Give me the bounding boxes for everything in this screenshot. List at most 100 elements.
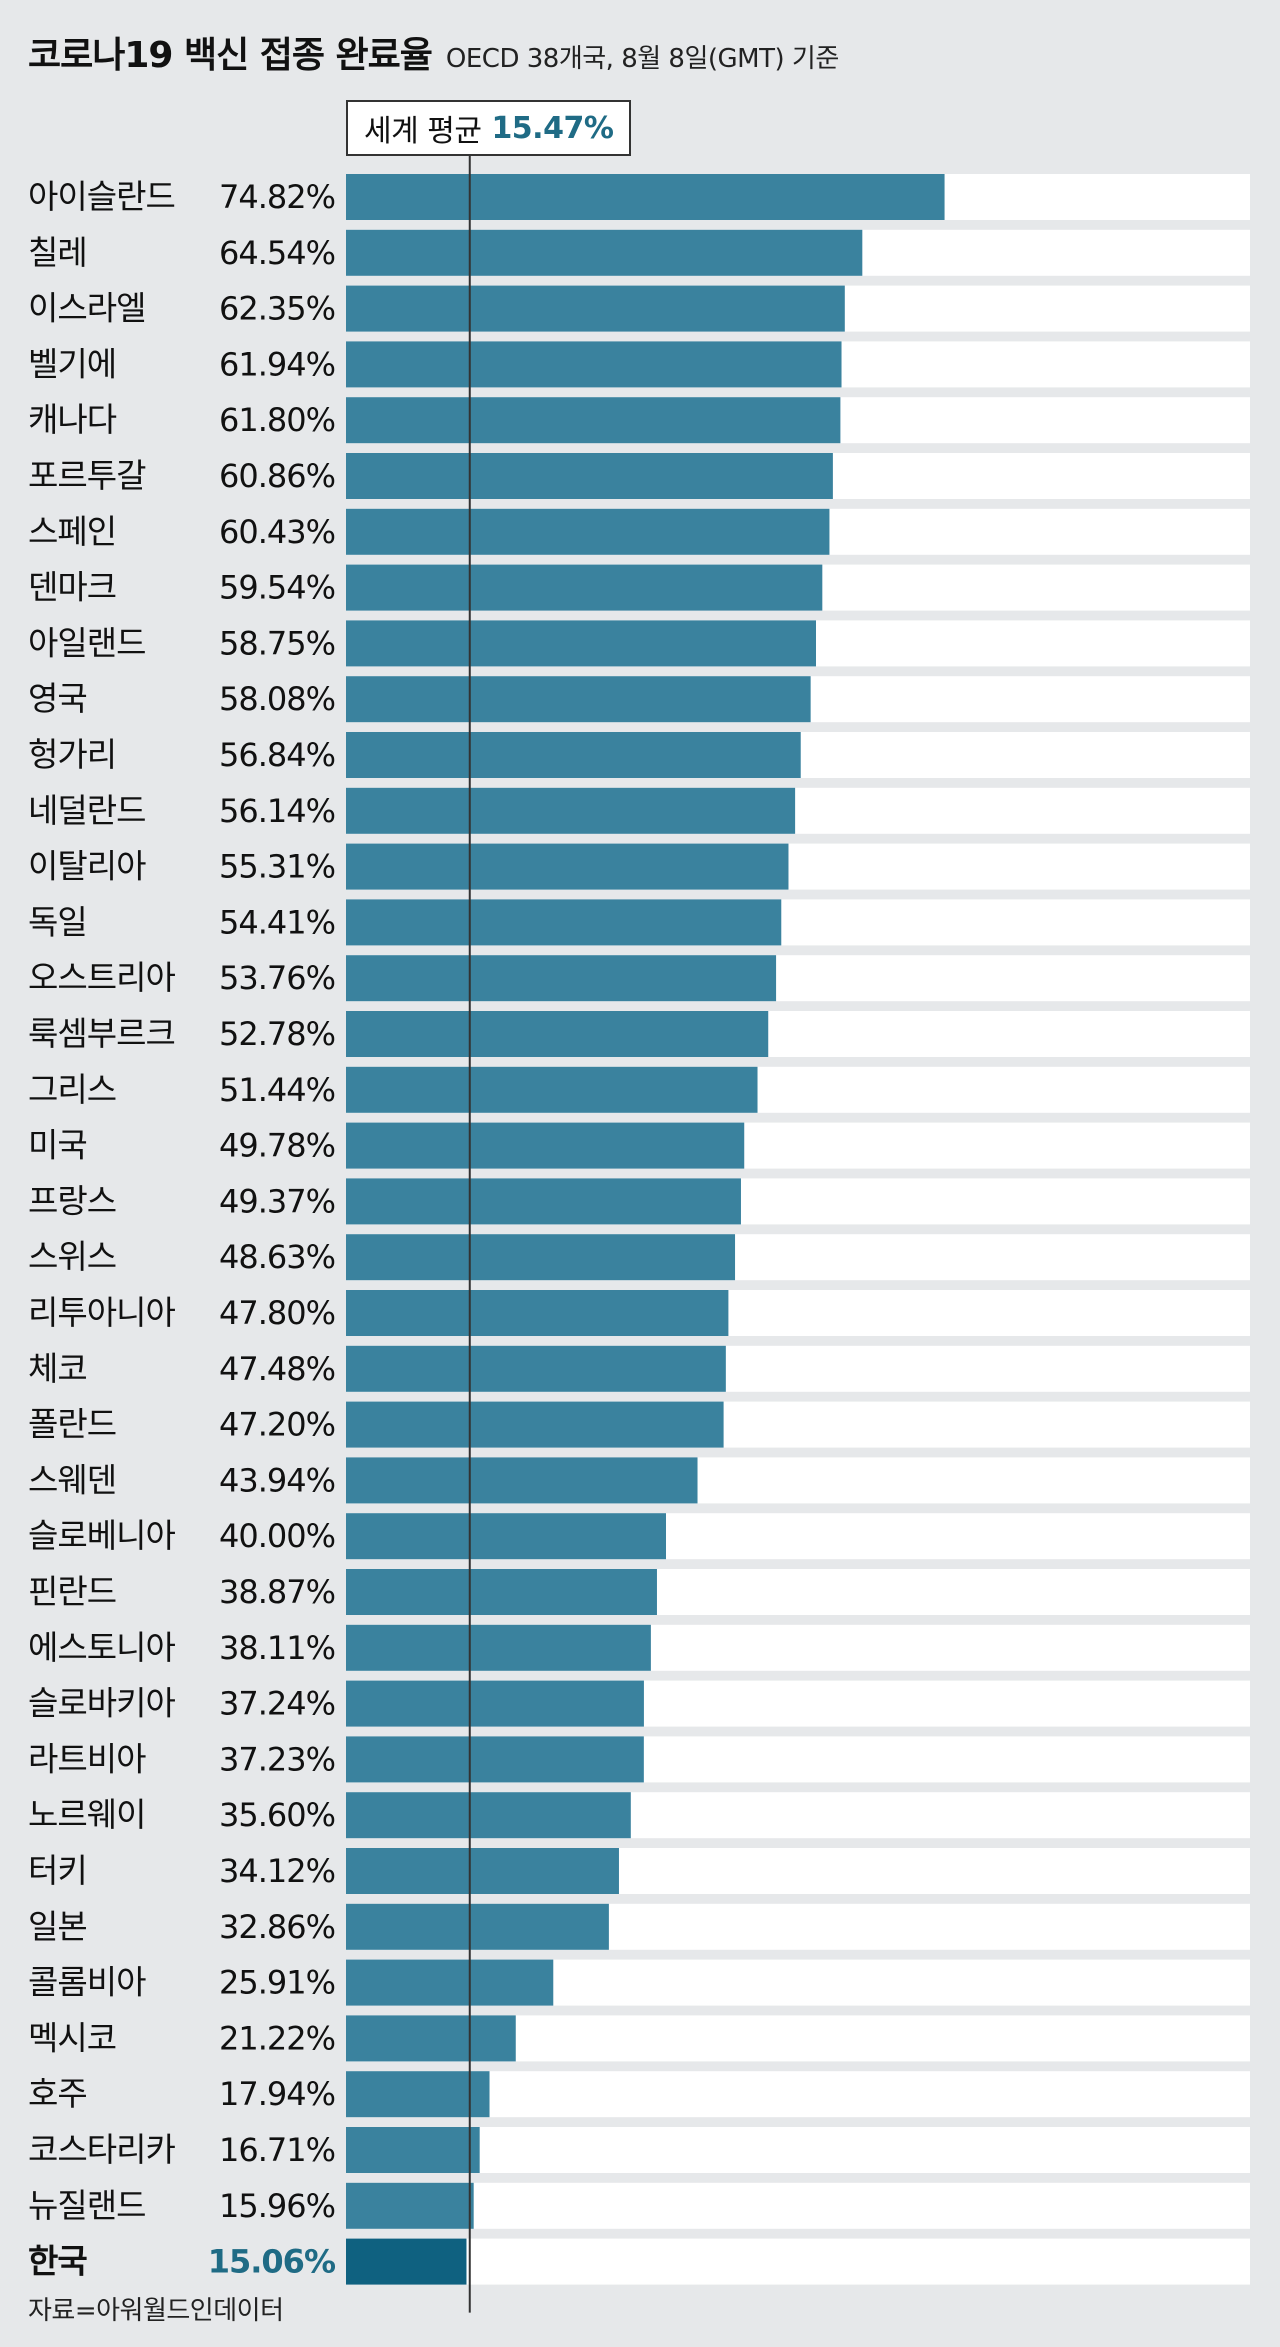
- bar-13: [346, 843, 789, 890]
- category-label: 체코: [28, 1349, 87, 1388]
- chart-header: 코로나19 백신 접종 완료율 OECD 38개국, 8월 8일(GMT) 기준: [28, 26, 839, 86]
- category-label: 네덜란드: [28, 791, 145, 830]
- category-label: 멕시코: [28, 2018, 116, 2057]
- category-label: 독일: [28, 902, 87, 941]
- category-label: 이탈리아: [28, 847, 146, 886]
- value-label: 47.80%: [219, 1294, 335, 1332]
- value-label: 47.48%: [219, 1350, 335, 1388]
- value-label: 64.54%: [219, 234, 335, 272]
- value-label: 37.24%: [219, 1685, 335, 1723]
- bar-25: [346, 1513, 666, 1560]
- source-note: 자료=아워월드인데이터: [28, 2296, 284, 2326]
- bar-10: [346, 676, 811, 723]
- value-label: 43.94%: [219, 1461, 335, 1499]
- bar-31: [346, 1848, 619, 1894]
- bar-17: [346, 1066, 758, 1113]
- value-label: 53.76%: [219, 959, 335, 997]
- bar-29: [346, 1736, 644, 1783]
- bar-28: [346, 1680, 644, 1727]
- bar-24: [346, 1457, 698, 1504]
- bar-18: [346, 1122, 745, 1169]
- category-label: 스웨덴: [28, 1460, 116, 1499]
- bar-20: [346, 1234, 736, 1281]
- bar-4: [346, 341, 842, 388]
- category-label: 일본: [28, 1907, 87, 1946]
- bar-16: [346, 1011, 769, 1057]
- bar-33: [346, 1959, 554, 2006]
- value-label: 32.86%: [219, 1908, 335, 1946]
- value-label: 51.44%: [219, 1071, 335, 1109]
- value-label: 61.94%: [219, 345, 335, 383]
- category-label: 캐나다: [28, 400, 117, 439]
- category-label: 포르투갈: [28, 456, 146, 495]
- bar-3: [346, 285, 845, 332]
- value-label: 34.12%: [219, 1852, 335, 1890]
- world-average-value: 15.47%: [491, 110, 614, 146]
- bar-37: [346, 2182, 474, 2229]
- category-label: 리투아니아: [28, 1293, 175, 1332]
- bar-6: [346, 453, 833, 499]
- bar-21: [346, 1290, 729, 1336]
- value-label: 55.31%: [219, 848, 335, 886]
- category-label: 아이슬란드: [28, 177, 175, 216]
- bar-38: [346, 2238, 467, 2285]
- bar-9: [346, 620, 816, 667]
- value-label: 74.82%: [219, 178, 335, 216]
- category-label: 코스타리카: [28, 2130, 175, 2169]
- value-label: 17.94%: [219, 2075, 335, 2113]
- category-label: 헝가리: [28, 735, 116, 774]
- world-average-label: 세계 평균 15.47%: [346, 100, 632, 156]
- chart-subtitle: OECD 38개국, 8월 8일(GMT) 기준: [445, 44, 839, 74]
- value-label: 35.60%: [219, 1796, 335, 1834]
- bar-34: [346, 2015, 516, 2062]
- category-label: 뉴질랜드: [28, 2186, 145, 2225]
- bar-1: [346, 174, 945, 220]
- category-label: 콜롬비아: [28, 1963, 146, 2002]
- bar-track: [346, 2182, 1250, 2229]
- value-label: 56.14%: [219, 792, 335, 830]
- value-label: 60.43%: [219, 513, 335, 551]
- world-average-text: 세계 평균: [364, 114, 482, 149]
- category-label: 에스토니아: [28, 1628, 175, 1667]
- category-label: 폴란드: [28, 1405, 116, 1444]
- bar-2: [346, 229, 863, 276]
- category-label: 이스라엘: [28, 289, 145, 328]
- chart-title: 코로나19 백신 접종 완료율: [28, 35, 433, 76]
- bar-11: [346, 732, 801, 778]
- bar-track: [346, 2238, 1250, 2285]
- category-label: 미국: [28, 1126, 87, 1165]
- category-label: 슬로베니아: [28, 1516, 175, 1555]
- bar-14: [346, 899, 782, 946]
- bar-27: [346, 1624, 651, 1671]
- value-label: 15.96%: [219, 2187, 335, 2225]
- category-label: 영국: [28, 679, 87, 718]
- category-label: 프랑스: [28, 1181, 116, 1220]
- value-label: 49.78%: [219, 1127, 335, 1165]
- value-label: 54.41%: [219, 903, 335, 941]
- category-label: 슬로바키아: [28, 1684, 175, 1723]
- value-label: 52.78%: [219, 1015, 335, 1053]
- value-label: 37.23%: [219, 1740, 335, 1778]
- bar-22: [346, 1345, 726, 1392]
- category-label: 룩셈부르크: [28, 1014, 175, 1053]
- value-label: 40.00%: [219, 1517, 335, 1555]
- value-label: 16.71%: [219, 2131, 335, 2169]
- bar-26: [346, 1569, 657, 1615]
- category-label: 벨기에: [28, 344, 116, 383]
- bar-5: [346, 397, 841, 444]
- category-label: 핀란드: [28, 1572, 116, 1611]
- bar-12: [346, 787, 796, 834]
- value-label: 49.37%: [219, 1182, 335, 1220]
- value-label: 61.80%: [219, 401, 335, 439]
- value-label: 59.54%: [219, 569, 335, 607]
- value-label: 58.08%: [219, 680, 335, 718]
- value-label: 60.86%: [219, 457, 335, 495]
- category-label: 한국: [28, 2242, 87, 2281]
- category-label: 호주: [28, 2074, 87, 2113]
- value-label: 15.06%: [208, 2243, 336, 2281]
- bar-15: [346, 955, 777, 1002]
- bar-35: [346, 2071, 490, 2118]
- value-label: 56.84%: [219, 736, 335, 774]
- value-label: 58.75%: [219, 624, 335, 662]
